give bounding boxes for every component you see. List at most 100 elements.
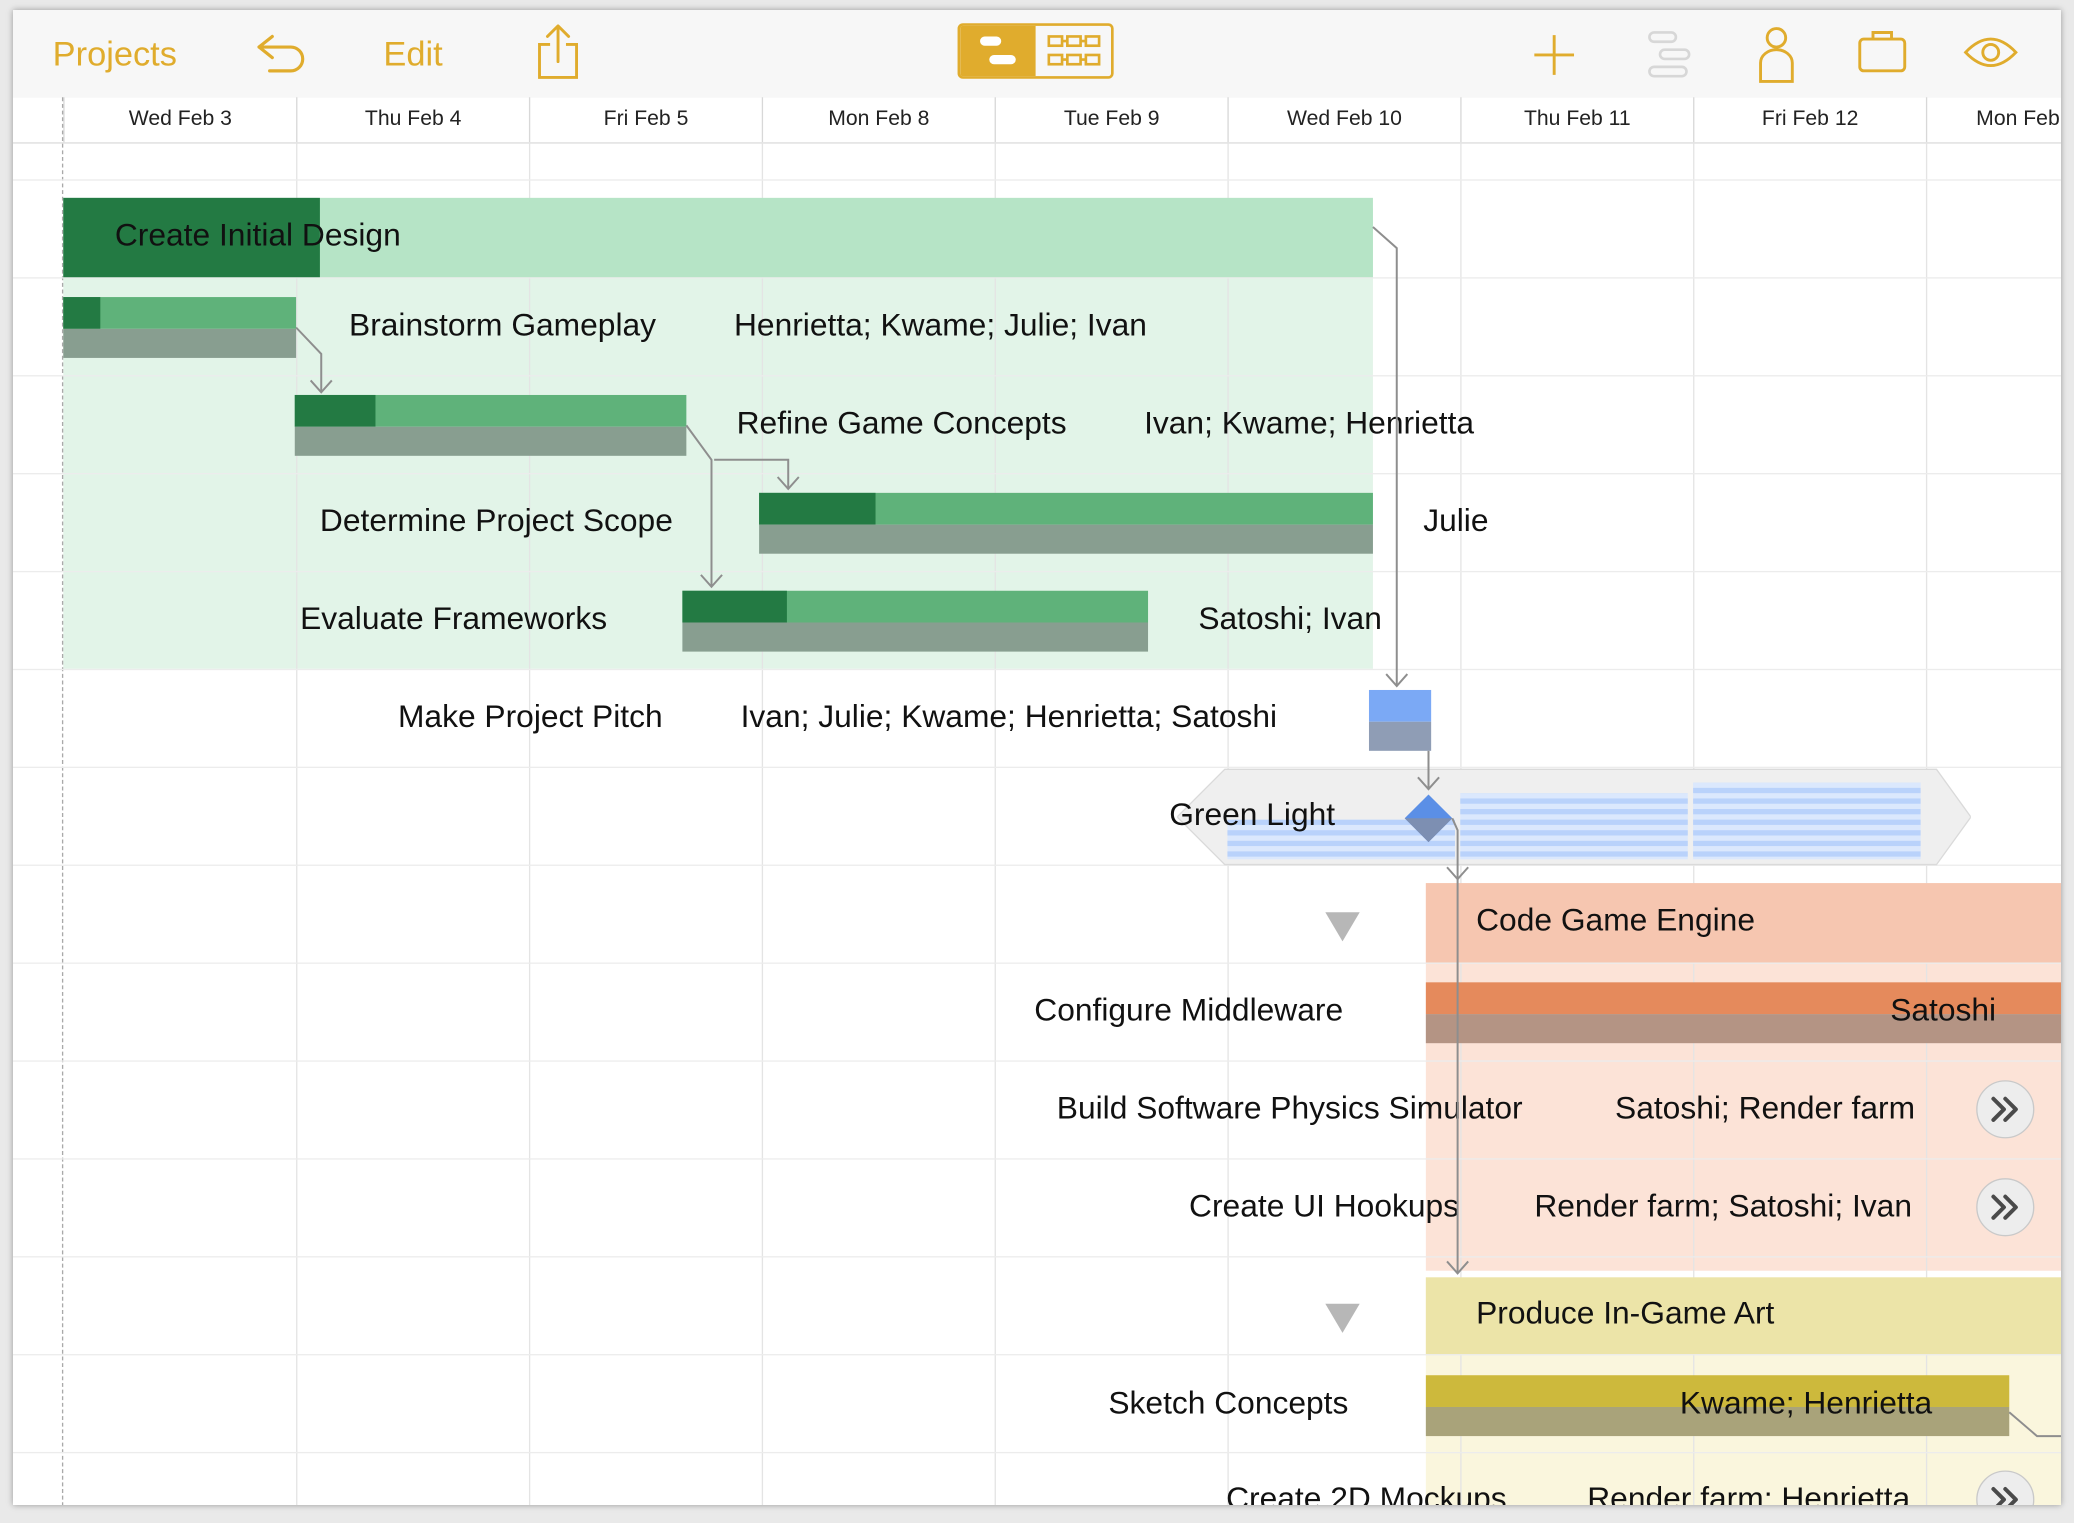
- date-column-header: Wed Feb 3: [63, 97, 296, 143]
- collapse-triangle-icon[interactable]: [1323, 1301, 1363, 1335]
- grid-row-line: [13, 1256, 2061, 1258]
- task-name: Determine Project Scope: [319, 503, 673, 540]
- task-resources: Henrietta; Kwame; Julie; Ivan: [733, 307, 1147, 344]
- resource-icon[interactable]: [1757, 23, 1797, 84]
- grid-row-line: [13, 1451, 2061, 1454]
- task-progress: [759, 492, 876, 525]
- baseline-bar: [1425, 1406, 2010, 1437]
- task-progress: [294, 394, 376, 427]
- art-group-bar[interactable]: [1425, 1277, 2061, 1355]
- task-title: Create Initial Design: [114, 217, 401, 254]
- date-column-header: Mon Feb: [1925, 97, 2061, 143]
- gantt-view-button[interactable]: [960, 25, 1036, 77]
- grid-row-line: [13, 864, 2061, 866]
- grid-row-line: [13, 375, 2061, 377]
- projects-button[interactable]: Projects: [52, 33, 177, 74]
- grid-row-line: [13, 1158, 2061, 1160]
- task-resources: Render farm; Henrietta: [1587, 1481, 1911, 1505]
- network-view-button[interactable]: [1036, 26, 1111, 76]
- baseline-bar: [63, 328, 297, 358]
- task-bar[interactable]: [1368, 689, 1432, 751]
- double-chevron-right-icon: [1991, 1194, 2018, 1220]
- task-resources: Julie: [1423, 503, 1489, 540]
- grid-column-line: [296, 142, 298, 1505]
- task-bar[interactable]: [682, 590, 1149, 652]
- task-resources: Kwame; Henrietta: [1679, 1385, 1933, 1422]
- grid-row-line: [13, 179, 2061, 181]
- task-name: Sketch Concepts: [1108, 1385, 1349, 1422]
- design-group-progress: [63, 197, 320, 278]
- task-bar[interactable]: [759, 492, 1373, 554]
- baseline-bar: [1425, 1014, 2061, 1044]
- app-window: Projects Edit: [13, 10, 2061, 1505]
- date-column-header: Fri Feb 5: [528, 97, 762, 143]
- baseline-bar: [294, 426, 687, 456]
- task-progress: [63, 297, 101, 329]
- today-line: [61, 97, 64, 1505]
- outline-icon: [1648, 31, 1691, 78]
- task-name: Create 2D Mockups: [1226, 1481, 1507, 1505]
- edit-button[interactable]: Edit: [383, 33, 443, 74]
- grid-row-line: [13, 1060, 2061, 1062]
- grid-row-line: [13, 1354, 2061, 1356]
- date-column-header: Thu Feb 11: [1460, 97, 1693, 143]
- task-bar[interactable]: [1425, 1375, 2010, 1437]
- network-view-icon: [1046, 35, 1100, 66]
- date-column-header: Wed Feb 10: [1227, 97, 1460, 143]
- milestone-name: Green Light: [1169, 797, 1336, 833]
- task-bar[interactable]: [1425, 982, 2061, 1044]
- dependency-arrow-head: [1446, 866, 1469, 881]
- task-resources: Render farm; Satoshi; Ivan: [1534, 1188, 1912, 1225]
- task-bar[interactable]: [294, 394, 687, 456]
- baseline-bar: [682, 622, 1149, 652]
- share-icon[interactable]: [536, 23, 581, 81]
- task-title: Code Game Engine: [1476, 902, 1755, 939]
- date-column-header: Thu Feb 4: [296, 97, 529, 143]
- eye-icon[interactable]: [1963, 34, 2019, 71]
- grid-column-line: [994, 142, 996, 1505]
- offscreen-task-button[interactable]: [1976, 1178, 2035, 1237]
- date-column-header: Mon Feb 8: [761, 97, 995, 143]
- task-name: Create UI Hookups: [1189, 1188, 1460, 1225]
- grid-row-line: [13, 473, 2061, 475]
- task-resources: Satoshi; Ivan: [1198, 601, 1382, 638]
- collapse-triangle-icon[interactable]: [1323, 910, 1363, 944]
- undo-icon[interactable]: [254, 31, 310, 76]
- design-group-bar[interactable]: [63, 197, 1373, 278]
- offscreen-task-button[interactable]: [1976, 1080, 2035, 1139]
- date-header: Wed Feb 3 Thu Feb 4 Fri Feb 5 Mon Feb 8 …: [13, 97, 2061, 144]
- task-resources: Satoshi; Render farm: [1615, 1090, 1916, 1127]
- gantt-canvas: Projects Edit: [13, 10, 2061, 1505]
- date-column-header: Fri Feb 12: [1693, 97, 1926, 143]
- task-resources: Ivan; Kwame; Henrietta: [1144, 405, 1475, 442]
- grid-column-line: [761, 142, 764, 1505]
- grid-row-line: [13, 766, 2061, 769]
- task-name: Build Software Physics Simulator: [1056, 1090, 1523, 1127]
- grid-row-line: [13, 277, 2061, 279]
- add-icon[interactable]: [1532, 32, 1577, 77]
- dependency-arrow-head: [1385, 673, 1409, 688]
- grid-row-line: [13, 668, 2061, 671]
- task-resources: Satoshi: [1890, 992, 1997, 1029]
- task-resources: Ivan; Julie; Kwame; Henrietta; Satoshi: [740, 699, 1278, 735]
- task-name: Refine Game Concepts: [736, 405, 1067, 442]
- baseline-bar: [1368, 721, 1432, 751]
- date-column-header: Tue Feb 9: [994, 97, 1228, 143]
- baseline-bar: [759, 524, 1373, 554]
- grid-row-line: [13, 962, 2061, 964]
- view-switcher: [957, 23, 1114, 79]
- task-bar[interactable]: [63, 297, 297, 358]
- task-name: Brainstorm Gameplay: [349, 307, 657, 344]
- gantt-view-icon: [979, 36, 1016, 65]
- task-name: Configure Middleware: [1034, 992, 1344, 1029]
- toolbar: Projects Edit: [13, 10, 2061, 99]
- grid-column-line: [528, 142, 531, 1505]
- task-title: Produce In-Game Art: [1476, 1295, 1775, 1332]
- milestone-diamond-icon[interactable]: [1402, 792, 1455, 845]
- task-progress: [682, 590, 787, 623]
- milestone-slack-band: [1177, 768, 1971, 866]
- task-name: Make Project Pitch: [397, 699, 663, 735]
- engine-group-bar[interactable]: [1425, 883, 2061, 963]
- briefcase-icon[interactable]: [1857, 29, 1907, 74]
- task-name: Evaluate Frameworks: [300, 601, 608, 638]
